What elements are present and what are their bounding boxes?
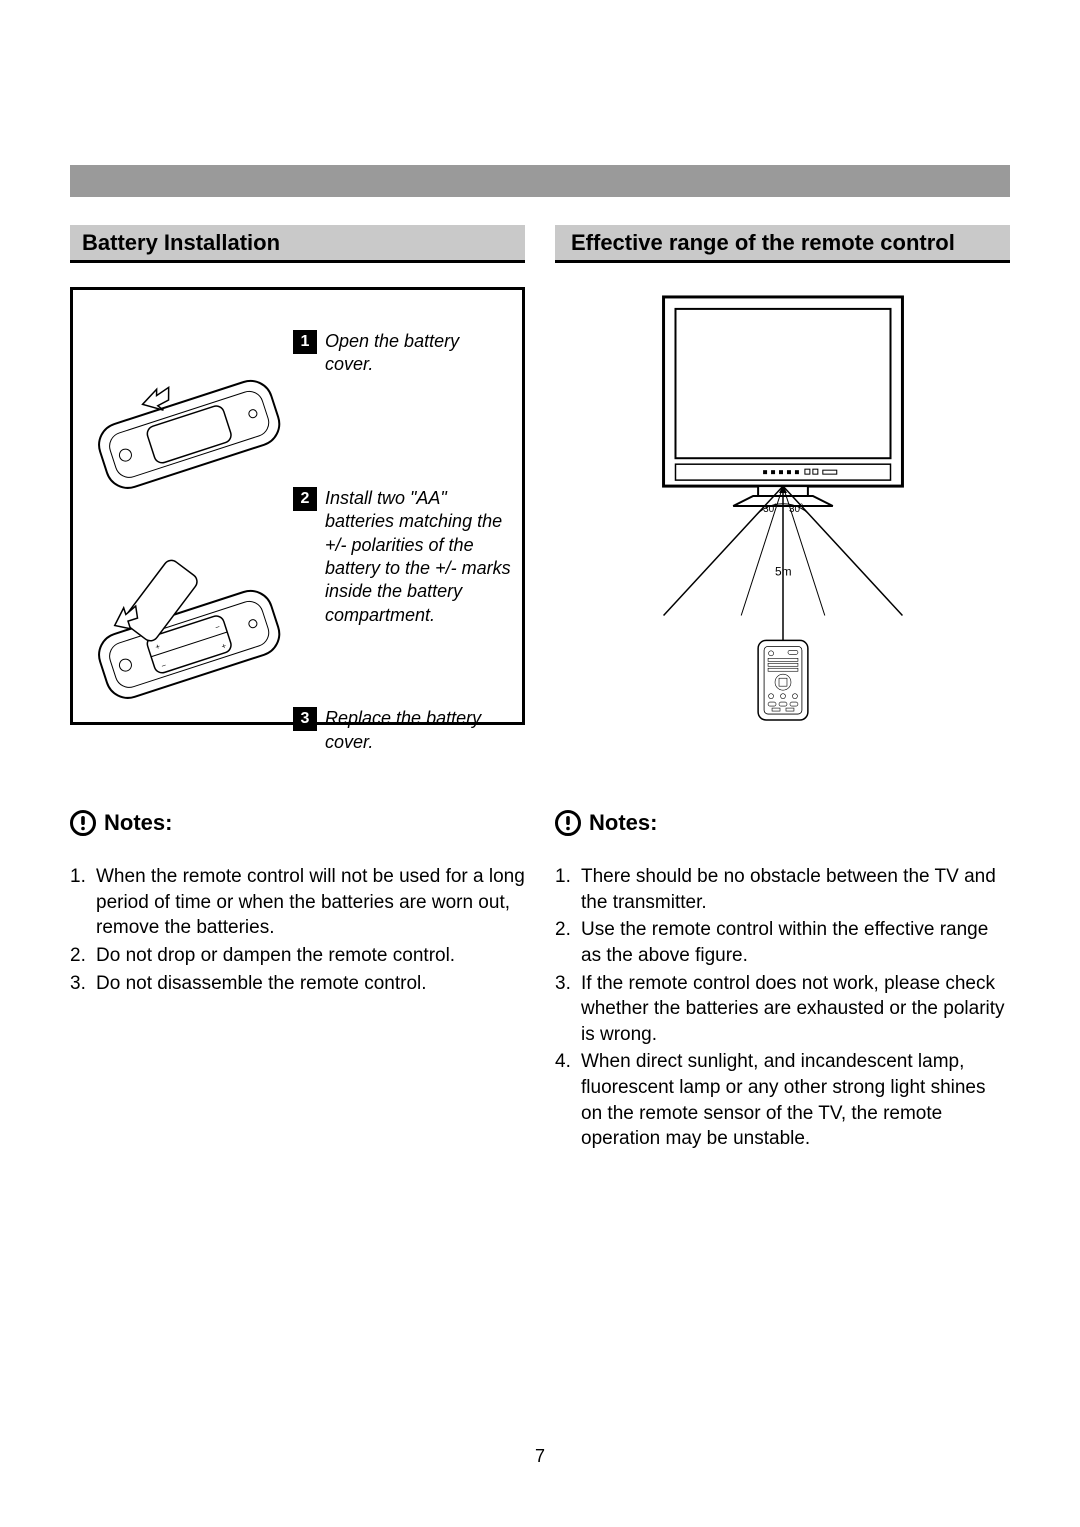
angle-left-label: 30˚ <box>763 504 777 515</box>
battery-install-diagram: + − − + 1 <box>70 287 525 725</box>
step-number: 3 <box>293 707 317 731</box>
page-header-bar <box>70 165 1010 197</box>
right-notes-list: 1.There should be no obstacle between th… <box>555 864 1010 1152</box>
notes-heading: Notes: <box>70 810 525 836</box>
alert-icon <box>70 810 96 836</box>
main-columns: Battery Installation <box>70 225 1010 725</box>
step-1: 1 Open the battery cover. <box>293 330 512 377</box>
page-number: 7 <box>0 1446 1080 1467</box>
left-notes-list: 1.When the remote control will not be us… <box>70 864 525 996</box>
step-text: Open the battery cover. <box>325 330 512 377</box>
angle-right-label: 30˚ <box>788 504 802 515</box>
alert-icon <box>555 810 581 836</box>
note-item: 3.Do not disassemble the remote control. <box>70 971 525 997</box>
notes-heading-text: Notes: <box>589 810 657 836</box>
remote-illustration: + − − + <box>83 350 293 730</box>
note-item: 1.When the remote control will not be us… <box>70 864 525 941</box>
range-heading: Effective range of the remote control <box>555 225 1010 263</box>
notes-heading-text: Notes: <box>104 810 172 836</box>
range-svg: 30˚ 30˚ 5m <box>603 287 963 725</box>
note-item: 4.When direct sunlight, and incandescent… <box>555 1049 1010 1152</box>
right-notes: Notes: 1.There should be no obstacle bet… <box>555 810 1010 1154</box>
step-3: 3 Replace the battery cover. <box>293 707 512 754</box>
distance-label: 5m <box>775 565 792 579</box>
step-number: 2 <box>293 487 317 511</box>
notes-heading: Notes: <box>555 810 1010 836</box>
notes-row: Notes: 1.When the remote control will no… <box>70 810 1010 1154</box>
remote-icon <box>758 640 808 720</box>
step-2: 2 Install two "AA" batteries matching th… <box>293 487 512 627</box>
left-notes: Notes: 1.When the remote control will no… <box>70 810 525 1154</box>
note-item: 2.Use the remote control within the effe… <box>555 917 1010 968</box>
battery-install-column: Battery Installation <box>70 225 525 725</box>
step-text: Replace the battery cover. <box>325 707 512 754</box>
note-item: 3.If the remote control does not work, p… <box>555 971 1010 1048</box>
battery-steps: 1 Open the battery cover. 2 Install two … <box>293 330 512 754</box>
range-column: Effective range of the remote control <box>555 225 1010 725</box>
battery-install-heading: Battery Installation <box>70 225 525 263</box>
step-number: 1 <box>293 330 317 354</box>
step-text: Install two "AA" batteries matching the … <box>325 487 512 627</box>
note-item: 2.Do not drop or dampen the remote contr… <box>70 943 525 969</box>
range-diagram: 30˚ 30˚ 5m <box>555 287 1010 725</box>
note-item: 1.There should be no obstacle between th… <box>555 864 1010 915</box>
